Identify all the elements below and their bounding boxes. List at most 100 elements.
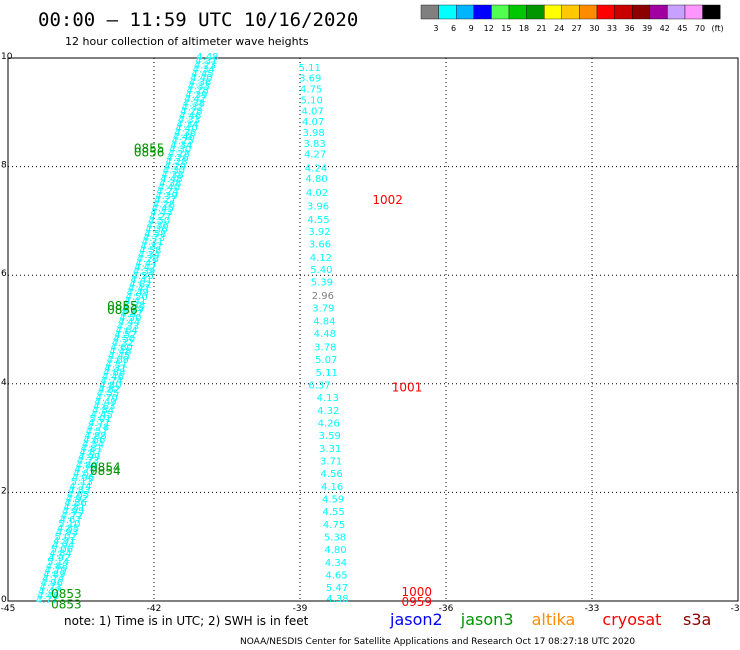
wave-height-value: 4.52 [114, 330, 136, 341]
wave-height-value: 4.41 [124, 296, 146, 307]
wave-height-value: 4.32 [317, 406, 339, 417]
wave-height-value: 3.31 [319, 444, 341, 455]
wave-height-value: 4.39 [185, 90, 207, 101]
wave-height-value: 4.31 [195, 56, 217, 67]
wave-height-value: 4.48 [37, 591, 59, 602]
wave-height-value: 4.69 [107, 355, 129, 366]
wave-height-value: 4.45 [108, 351, 130, 362]
wave-height-value: 4.28 [165, 157, 187, 168]
wave-height-value: 4.63 [93, 401, 115, 412]
legend-swatch [561, 4, 580, 20]
wave-height-value: 4.95 [62, 507, 84, 518]
wave-height-value: 3.71 [320, 457, 342, 468]
x-tick-label: -30 [731, 604, 740, 614]
wave-height-value: 4.36 [145, 225, 167, 236]
wave-height-value: 4.50 [148, 216, 170, 227]
wave-height-value: 5.11 [316, 368, 338, 379]
wave-height-value: 4.46 [173, 132, 195, 143]
wave-height-value: 4.64 [115, 326, 137, 337]
wave-height-value: 4.28 [137, 254, 159, 265]
wave-height-value: 4.34 [170, 140, 192, 151]
wave-height-value: 4.29 [164, 161, 186, 172]
wave-height-value: 3.96 [307, 201, 329, 212]
wave-height-value: 4.34 [193, 65, 215, 76]
pass-time-label: 0853 [51, 587, 82, 601]
wave-height-value: 4.28 [168, 149, 190, 160]
wave-height-value: 4.80 [76, 460, 98, 471]
legend-swatch [456, 4, 475, 20]
wave-height-value: 4.30 [163, 166, 185, 177]
wave-height-value: 4.32 [112, 338, 134, 349]
footer-note: note: 1) Time is in UTC; 2) SWH is in fe… [64, 614, 309, 628]
wave-height-value: 4.59 [322, 495, 344, 506]
wave-height-value: 4.94 [52, 540, 74, 551]
wave-height-value: 4.80 [324, 545, 346, 556]
wave-height-value: 3.59 [319, 431, 341, 442]
wave-height-value: 4.50 [119, 313, 141, 324]
wave-height-value: 4.67 [59, 515, 81, 526]
wave-height-value: 4.40 [190, 73, 212, 84]
wave-height-value: 4.02 [306, 188, 328, 199]
wave-height-value: 4.58 [139, 246, 161, 257]
wave-height-value: 4.27 [304, 150, 326, 161]
wave-height-value: 4.38 [183, 98, 205, 109]
wave-height-value: 4.73 [77, 456, 99, 467]
wave-height-value: 4.47 [135, 258, 157, 269]
axis-ticks: -45 -42 -39 -36 -33 -30 0 2 4 6 8 10 [1, 52, 740, 614]
wave-height-value: 4.42 [134, 262, 156, 273]
legend-label: 21 [536, 24, 546, 33]
legend-swatch [684, 4, 703, 20]
wave-height-value: 5.40 [310, 265, 332, 276]
wave-height-value: 4.84 [49, 549, 71, 560]
wave-height-value: 5.39 [311, 277, 333, 288]
wave-height-value: 4.78 [87, 422, 109, 433]
wave-height-value: 4.74 [69, 481, 91, 492]
legend-label: 18 [519, 24, 529, 33]
wave-height-value: 4.82 [98, 385, 120, 396]
wave-height-value: 4.66 [83, 435, 105, 446]
legend-label: 45 [677, 24, 687, 33]
wave-height-value: 4.79 [45, 566, 67, 577]
y-tick-label: 2 [1, 486, 7, 496]
time-labels: 0855085608550856085408540853085310021001… [51, 142, 432, 612]
wave-height-value: 4.83 [68, 486, 90, 497]
wave-height-value: 4.41 [130, 275, 152, 286]
pass-time-label: 1002 [372, 193, 403, 207]
wave-height-value: 4.33 [178, 115, 200, 126]
wave-height-value: 3.79 [312, 303, 334, 314]
legend-swatch [491, 4, 510, 20]
wave-height-value: 4.51 [106, 359, 128, 370]
wave-height-value: 4.28 [186, 86, 208, 97]
satellite-label-jason3: jason3 [460, 610, 514, 629]
wave-height-value: 5.06 [51, 544, 73, 555]
wave-height-value: 4.62 [73, 469, 95, 480]
wave-height-value: 4.27 [149, 212, 171, 223]
wave-height-value: 4.91 [53, 536, 75, 547]
wave-height-value: 4.55 [132, 271, 154, 282]
wave-height-value: 4.96 [41, 578, 63, 589]
wave-height-value: 4.85 [57, 523, 79, 534]
wave-height-value: 5.01 [89, 414, 111, 425]
data-marks: 4.774.484.474.734.964.744.894.794.885.14… [36, 52, 349, 606]
wave-height-value: 4.55 [307, 215, 329, 226]
wave-height-value: 4.84 [313, 316, 335, 327]
wave-height-value: 4.49 [94, 397, 116, 408]
wave-height-value: 4.39 [122, 305, 144, 316]
wave-height-value: 4.47 [128, 284, 150, 295]
wave-height-value: 4.56 [321, 469, 343, 480]
wave-height-value: 4.84 [92, 406, 114, 417]
pass-time-label: 0855 [107, 299, 138, 313]
wave-height-value: 4.31 [142, 237, 164, 248]
wave-height-value: 4.70 [96, 393, 118, 404]
legend-swatch [649, 4, 668, 20]
wave-height-value: 4.46 [179, 111, 201, 122]
wave-height-value: 4.96 [72, 473, 94, 484]
wave-height-value: 4.55 [97, 389, 119, 400]
wave-height-value: 4.44 [118, 317, 140, 328]
wave-height-value: 4.47 [38, 587, 60, 598]
wave-height-value: 4.81 [81, 443, 103, 454]
wave-height-value: 4.48 [314, 329, 336, 340]
wave-height-value: 4.34 [138, 250, 160, 261]
wave-height-value: 5.10 [301, 95, 323, 106]
pass-time-label: 0856 [134, 145, 165, 159]
